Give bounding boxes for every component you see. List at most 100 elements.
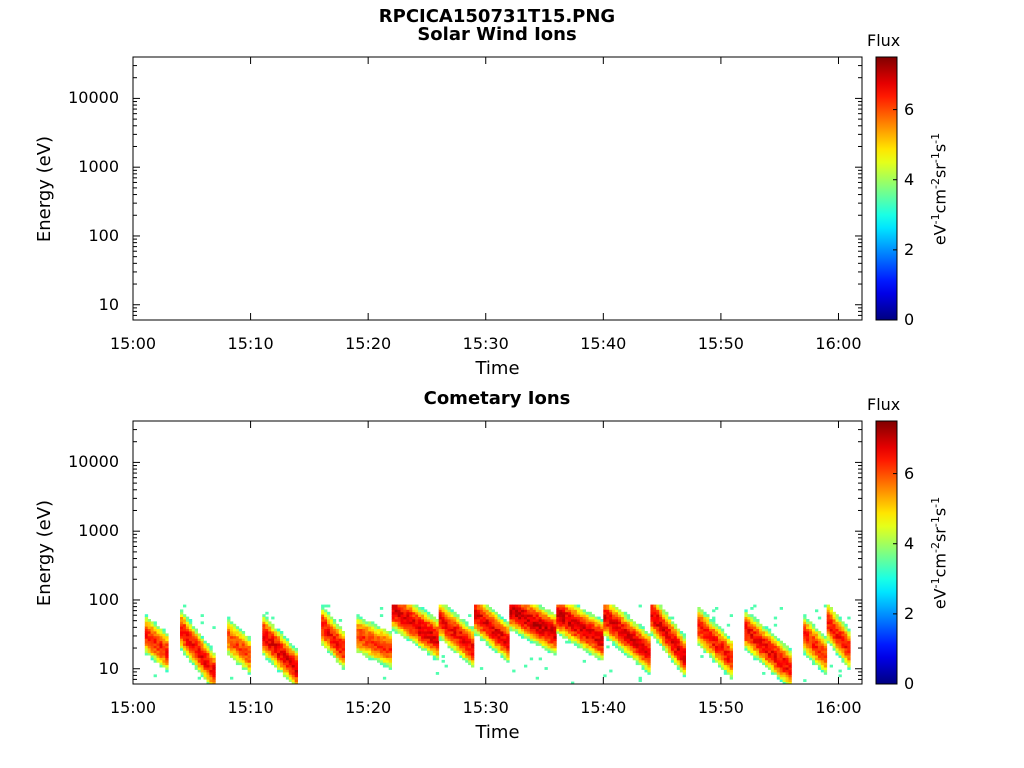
heatmap-cell: [444, 619, 448, 622]
heatmap-cell: [744, 621, 748, 625]
heatmap-cell: [280, 633, 284, 637]
heatmap-cell: [697, 616, 701, 620]
heatmap-cell: [474, 609, 478, 613]
heatmap-cell: [709, 623, 713, 627]
heatmap-cell: [412, 631, 416, 634]
heatmap-cell: [212, 655, 216, 658]
heatmap-cell: [653, 609, 657, 613]
heatmap-cell: [829, 611, 833, 615]
heatmap-cell: [371, 640, 375, 644]
heatmap-cell: [535, 638, 539, 642]
heatmap-cell: [638, 652, 642, 656]
heatmap-cell: [324, 645, 328, 649]
heatmap-cell: [744, 647, 748, 651]
heatmap-cell: [368, 652, 372, 656]
heatmap-cell: [294, 672, 298, 675]
heatmap-cell: [629, 647, 634, 651]
heatmap-cell: [506, 647, 510, 651]
heatmap-cell: [432, 657, 437, 661]
heatmap-cell: [623, 626, 628, 629]
heatmap-cell: [241, 664, 246, 668]
heatmap-cell: [659, 631, 663, 634]
heatmap-cell: [832, 628, 836, 632]
heatmap-cell: [230, 640, 234, 644]
heatmap-cell: [371, 626, 375, 629]
heatmap-cell: [647, 633, 651, 637]
x-tick-label: 15:20: [345, 698, 392, 717]
heatmap-cell: [817, 647, 822, 651]
heatmap-cell: [594, 623, 598, 627]
heatmap-cell: [212, 674, 216, 678]
heatmap-cell: [479, 607, 484, 610]
heatmap-cell: [421, 635, 425, 639]
heatmap-cell: [541, 619, 545, 622]
heatmap-cell: [647, 655, 651, 658]
heatmap-cell: [544, 643, 548, 646]
heatmap-cell: [435, 647, 440, 651]
heatmap-cell: [232, 645, 237, 649]
heatmap-cell: [762, 655, 766, 658]
heatmap-cell: [635, 638, 639, 642]
heatmap-cell: [162, 657, 166, 661]
heatmap-cell: [759, 628, 763, 632]
heatmap-cell: [644, 664, 648, 668]
y-tick-label: 10: [98, 658, 119, 678]
heatmap-cell: [823, 643, 828, 646]
heatmap-cell: [594, 626, 598, 629]
heatmap-cell: [594, 616, 598, 620]
heatmap-cell: [765, 650, 769, 654]
heatmap-cell: [844, 659, 848, 663]
heatmap-cell: [147, 638, 151, 642]
heatmap-cell: [438, 626, 442, 629]
heatmap-cell: [829, 619, 833, 622]
heatmap-cell: [494, 635, 498, 639]
heatmap-cell: [385, 662, 390, 666]
heatmap-cell: [271, 659, 275, 663]
heatmap-cell: [265, 628, 269, 632]
heatmap-cell: [609, 628, 613, 632]
heatmap-cell: [485, 633, 489, 637]
heatmap-cell: [641, 657, 645, 661]
heatmap-cell: [506, 657, 510, 661]
heatmap-cell: [526, 621, 531, 625]
heatmap-cell: [697, 614, 701, 617]
heatmap-cell: [338, 635, 343, 639]
heatmap-cell: [773, 662, 778, 666]
heatmap-cell: [356, 638, 360, 642]
heatmap-cell: [274, 638, 278, 642]
heatmap-cell: [485, 626, 489, 629]
heatmap-cell: [447, 628, 451, 632]
heatmap-cell: [247, 664, 251, 668]
heatmap-cell: [365, 628, 369, 632]
heatmap-cell: [618, 626, 622, 629]
heatmap-cell: [403, 619, 407, 622]
heatmap-cell: [429, 619, 434, 622]
heatmap-cell: [788, 662, 792, 666]
heatmap-cell: [532, 628, 537, 632]
heatmap-cell: [285, 645, 290, 649]
heatmap-cell: [382, 657, 387, 661]
heatmap-cell: [444, 614, 448, 617]
heatmap-cell: [676, 635, 681, 639]
heatmap-cell: [209, 659, 213, 663]
heatmap-cell: [341, 667, 345, 670]
heatmap-cell: [235, 626, 240, 629]
heatmap-cell: [618, 621, 622, 625]
heatmap-cell: [503, 633, 507, 637]
heatmap-cell: [712, 633, 716, 637]
heatmap-cell: [759, 623, 763, 627]
heatmap-cell: [435, 621, 440, 625]
heatmap-cell: [553, 628, 557, 632]
heatmap-cell: [709, 652, 713, 656]
heatmap-cell: [147, 623, 151, 627]
heatmap-cell: [400, 609, 404, 613]
heatmap-cell: [329, 647, 334, 651]
heatmap-cell: [397, 621, 401, 625]
heatmap-cell: [415, 635, 419, 639]
heatmap-cell: [397, 616, 401, 620]
heatmap-cell: [600, 619, 604, 622]
heatmap-cell: [832, 633, 836, 637]
heatmap-cell: [321, 640, 325, 644]
heatmap-cell: [532, 621, 537, 625]
heatmap-cell: [244, 657, 248, 661]
